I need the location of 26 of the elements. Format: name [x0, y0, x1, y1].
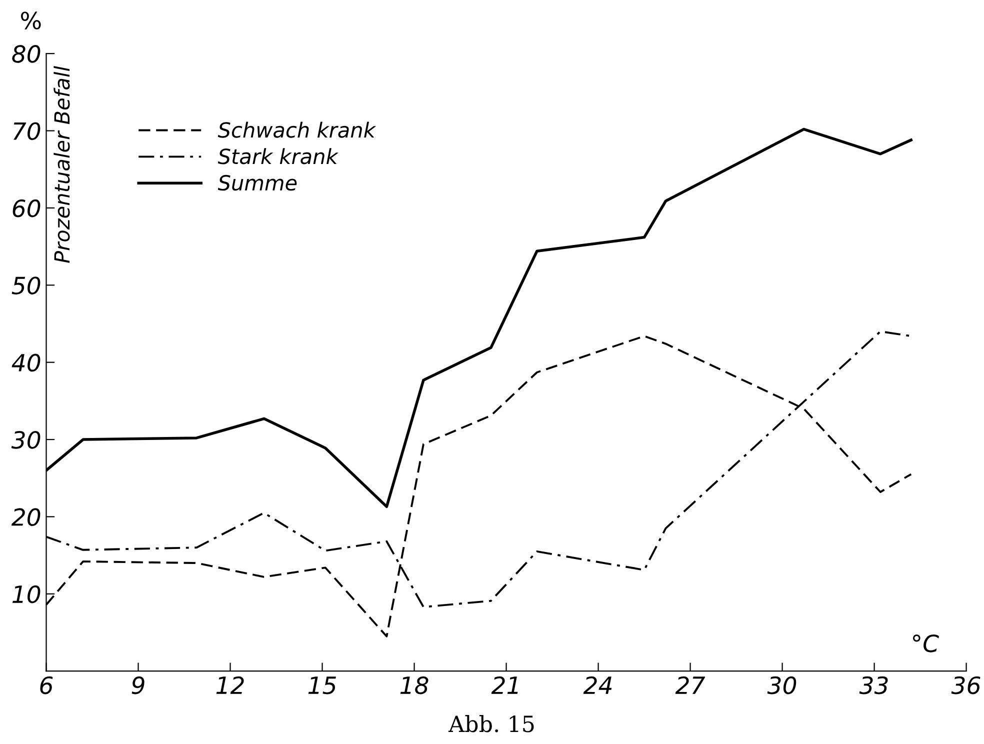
x-tick-label: 18 — [400, 676, 428, 694]
x-tick-label: 6 — [40, 676, 53, 694]
y-tick-label: 60 — [12, 199, 40, 218]
y-tick-label: 30 — [11, 430, 40, 449]
x-tick-label: 21 — [491, 676, 518, 694]
y-tick-label: 10 — [12, 585, 40, 604]
y-tick-label: 70 — [14, 122, 40, 140]
x-tick-label: 12 — [216, 676, 244, 694]
x-axis-title: °C — [912, 634, 939, 652]
legend-label: Summe — [218, 174, 297, 191]
caption: Abb. 15 — [448, 715, 534, 732]
x-tick-label: 27 — [675, 676, 706, 694]
x-tick-label: 33 — [859, 676, 888, 694]
y-tick-label: 80 — [12, 45, 40, 63]
legend-label: Schwach krank — [218, 122, 376, 138]
x-tick-label: 36 — [951, 676, 980, 694]
x-tick-label: 24 — [583, 676, 612, 694]
y-axis-title: Prozentualer Befall — [54, 66, 70, 263]
text: % — [20, 12, 41, 30]
y-tick-label: 20 — [11, 508, 40, 526]
y-tick-label: 40 — [12, 354, 40, 372]
x-tick-label: 30 — [767, 676, 796, 694]
legend-label: Stark krank — [218, 148, 339, 164]
x-tick-label: 15 — [308, 676, 336, 694]
x-tick-label: 9 — [132, 676, 144, 694]
y-tick-label: 50 — [12, 276, 40, 294]
